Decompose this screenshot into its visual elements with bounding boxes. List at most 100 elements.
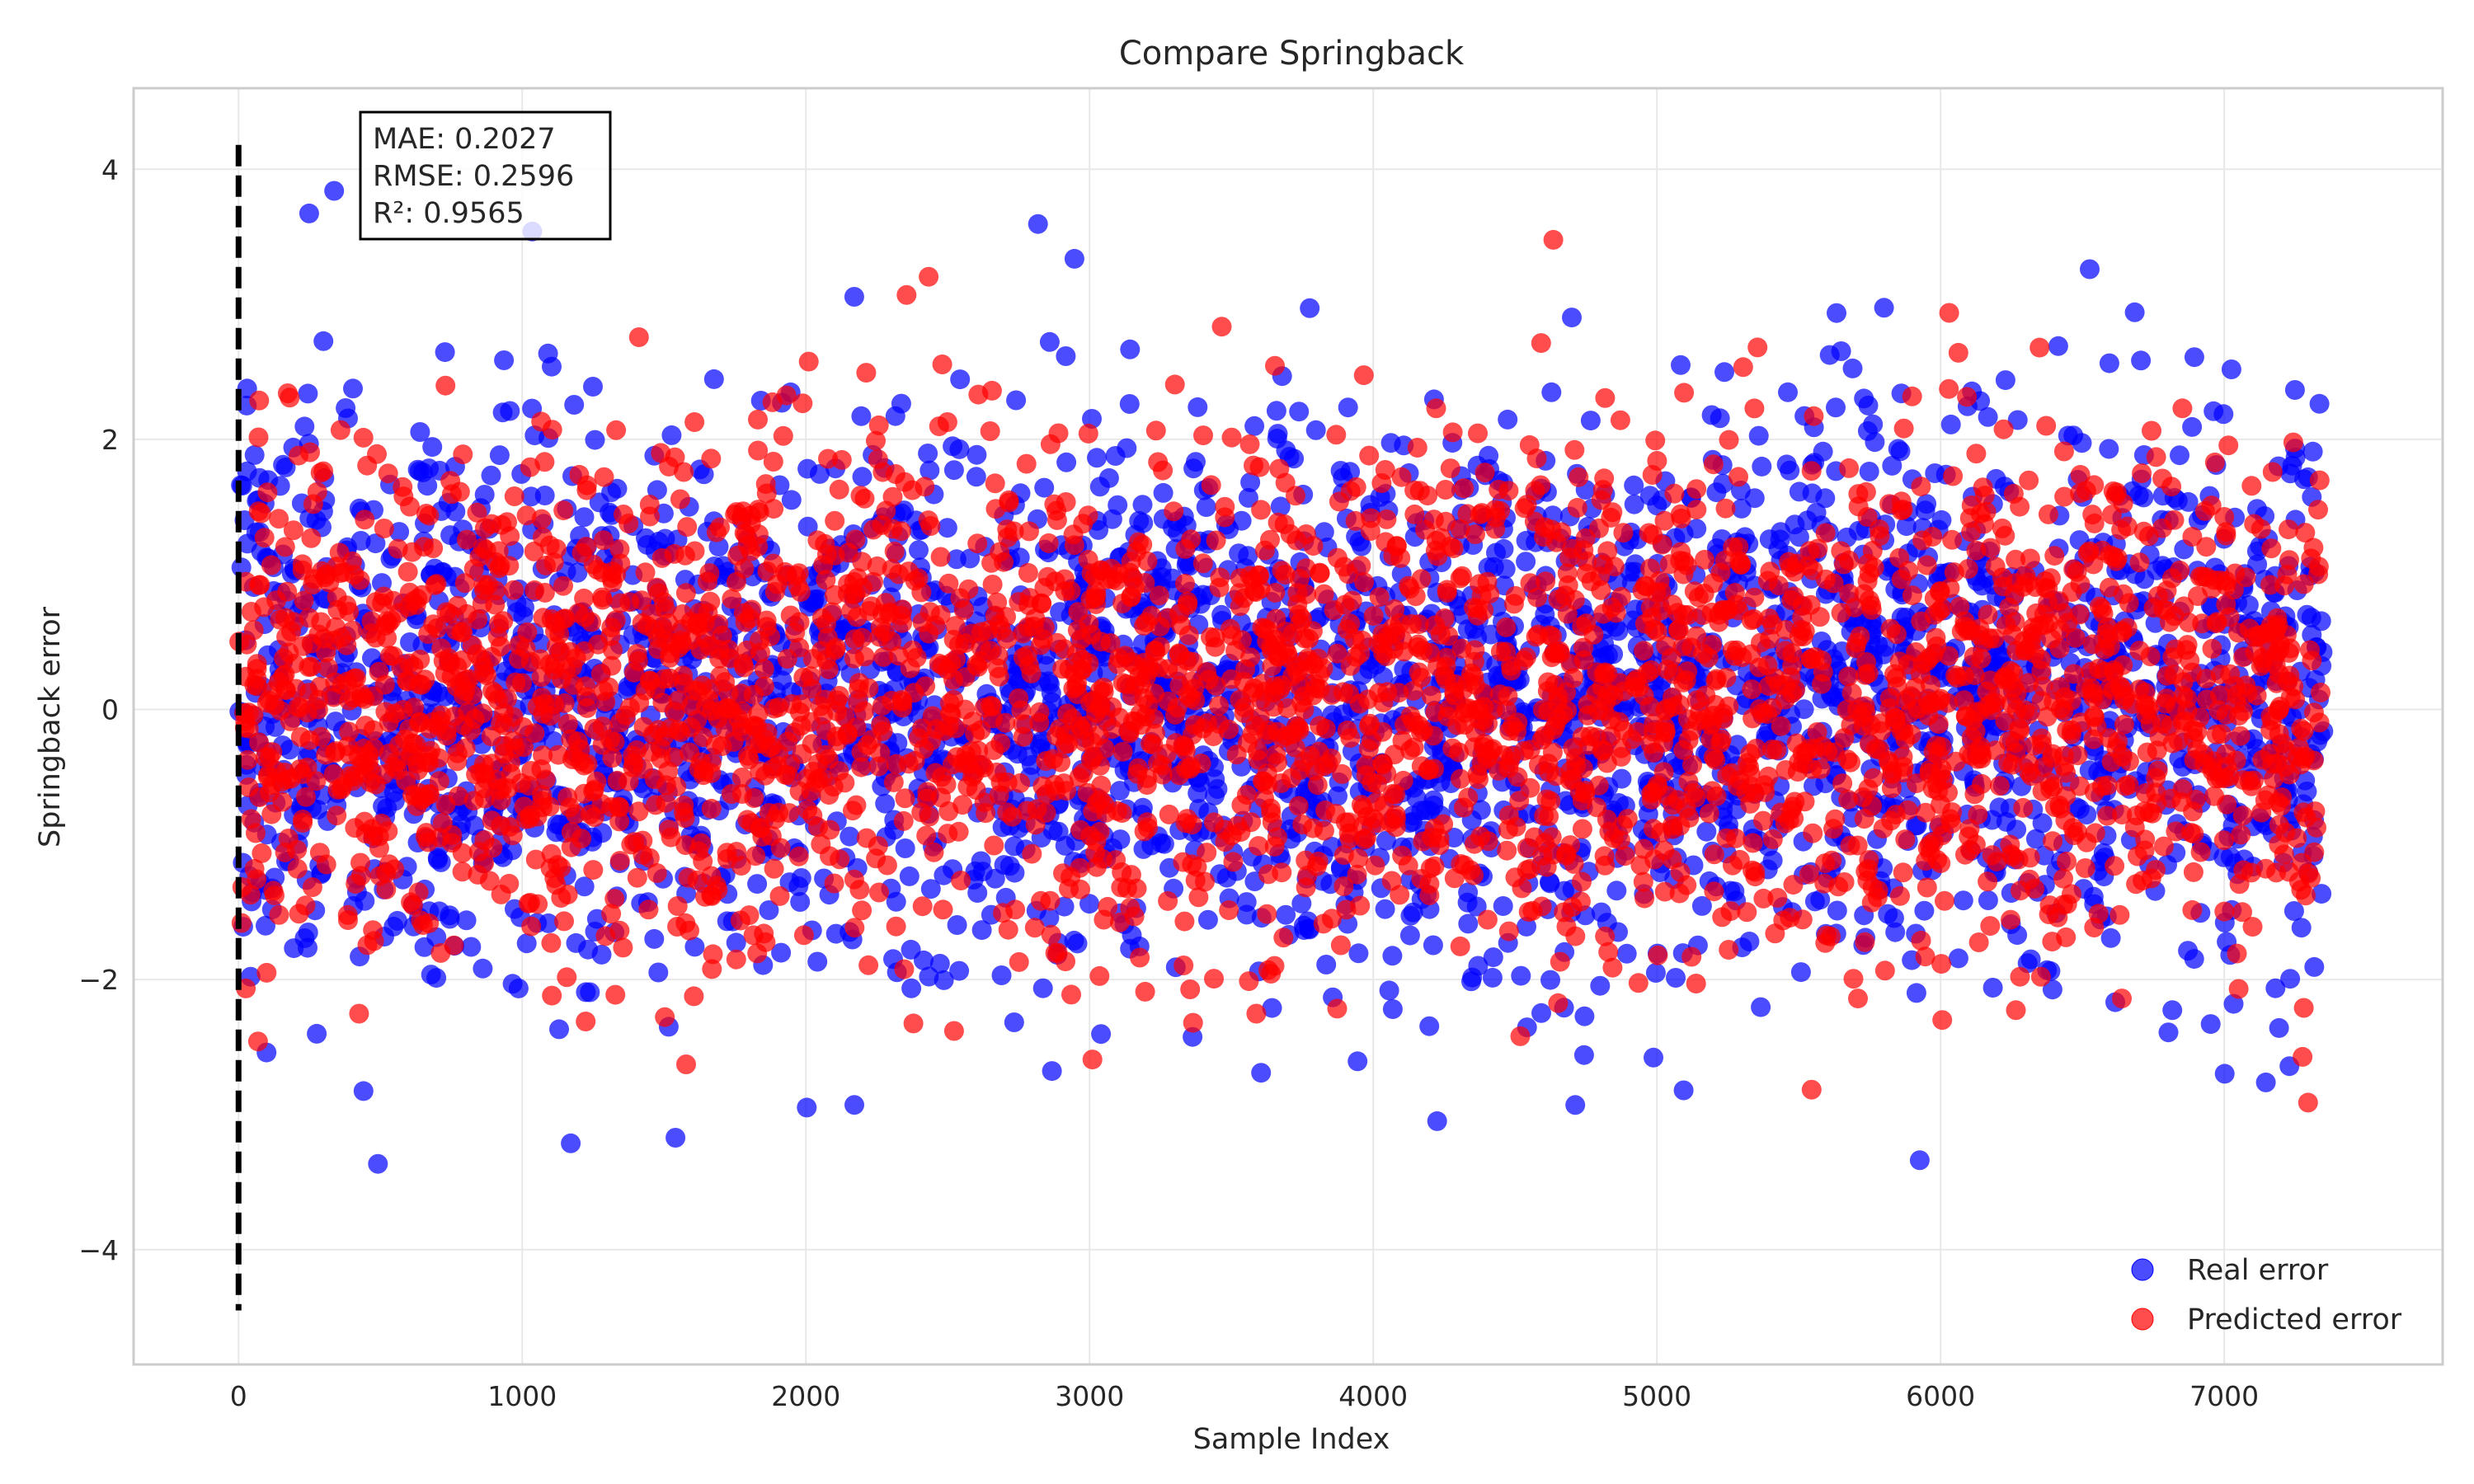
predicted-error-point — [852, 900, 872, 921]
real-error-point — [2083, 886, 2104, 907]
real-error-point — [2170, 445, 2189, 466]
predicted-error-point — [1837, 749, 1858, 770]
predicted-error-point — [818, 659, 839, 679]
real-error-point — [409, 461, 430, 481]
predicted-error-point — [2232, 902, 2252, 923]
real-error-point — [1087, 448, 1107, 468]
predicted-error-point — [269, 509, 289, 529]
predicted-error-point — [1257, 904, 1277, 924]
predicted-error-point — [1365, 855, 1385, 876]
real-error-point — [422, 437, 443, 458]
real-error-point — [1574, 1006, 1595, 1026]
real-error-point — [1616, 943, 1637, 964]
predicted-error-point — [576, 1012, 596, 1031]
real-error-point — [1109, 781, 1130, 801]
real-error-point — [1291, 893, 1312, 913]
predicted-error-point — [2262, 462, 2283, 482]
predicted-error-point — [1704, 881, 1724, 902]
predicted-error-point — [2251, 519, 2271, 539]
predicted-error-point — [2057, 852, 2077, 871]
real-error-point — [2265, 978, 2286, 998]
predicted-error-point — [1061, 984, 1081, 1005]
real-error-point — [1098, 467, 1119, 488]
real-error-point — [1382, 946, 1403, 966]
real-error-point — [1906, 983, 1926, 1003]
predicted-error-point — [1330, 935, 1351, 956]
real-error-point — [947, 915, 967, 935]
real-error-point — [350, 531, 371, 551]
real-error-point — [1216, 867, 1237, 888]
predicted-error-point — [1145, 640, 1165, 660]
predicted-error-point — [1569, 467, 1589, 487]
predicted-error-point — [1363, 606, 1384, 627]
predicted-error-point — [1948, 342, 1968, 363]
real-error-point — [1082, 409, 1102, 429]
real-error-point — [1885, 922, 1906, 942]
real-error-point — [1102, 509, 1122, 529]
real-error-point — [1006, 390, 1027, 411]
predicted-error-point — [2013, 797, 2034, 818]
real-error-point — [1038, 671, 1059, 692]
predicted-error-point — [504, 486, 524, 506]
predicted-error-point — [1219, 900, 1239, 920]
predicted-error-point — [635, 562, 656, 583]
predicted-error-point — [1296, 584, 1317, 604]
real-error-point — [2284, 380, 2305, 400]
real-error-point — [299, 203, 319, 223]
real-error-point — [1978, 890, 1998, 910]
predicted-error-point — [257, 482, 278, 503]
real-error-point — [324, 181, 345, 201]
real-error-point — [1183, 1026, 1203, 1047]
predicted-error-point — [1958, 559, 1978, 579]
predicted-error-point — [1347, 864, 1367, 885]
real-error-point — [298, 383, 318, 404]
predicted-error-point — [1215, 507, 1235, 528]
predicted-error-point — [1449, 742, 1470, 763]
predicted-error-point — [542, 985, 562, 1006]
predicted-error-point — [816, 613, 836, 634]
real-error-point — [473, 958, 493, 979]
real-error-point — [504, 541, 524, 561]
predicted-error-point — [844, 918, 865, 938]
predicted-error-point — [261, 555, 281, 575]
real-error-point — [2213, 404, 2234, 425]
real-error-point — [726, 932, 746, 953]
real-error-point — [920, 879, 941, 899]
predicted-error-point — [1703, 747, 1724, 768]
predicted-error-point — [1078, 423, 1098, 444]
real-error-point — [325, 711, 346, 732]
real-error-point — [797, 516, 818, 537]
predicted-error-point — [1158, 890, 1178, 911]
real-error-point — [967, 444, 987, 465]
predicted-error-point — [628, 327, 649, 347]
real-error-point — [365, 533, 386, 554]
predicted-error-point — [1719, 940, 1739, 960]
real-error-point — [500, 401, 520, 421]
real-error-point — [1806, 502, 1827, 523]
real-error-point — [1776, 454, 1797, 475]
predicted-error-point — [583, 860, 604, 881]
real-error-point — [294, 416, 315, 437]
predicted-error-point — [503, 707, 524, 727]
real-error-point — [901, 978, 922, 998]
real-error-point — [566, 932, 586, 953]
predicted-error-point — [1098, 896, 1118, 917]
predicted-error-point — [2132, 463, 2152, 483]
real-error-point — [1229, 543, 1249, 564]
predicted-error-point — [1013, 726, 1033, 747]
predicted-error-point — [378, 463, 398, 484]
real-error-point — [1056, 452, 1077, 472]
real-error-point — [2100, 928, 2121, 948]
real-error-point — [1330, 461, 1351, 481]
real-error-point — [1531, 1003, 1551, 1023]
predicted-error-point — [1498, 921, 1519, 942]
real-error-point — [1042, 1061, 1062, 1082]
predicted-error-point — [1353, 365, 1374, 386]
real-error-point — [2007, 410, 2028, 430]
real-error-point — [934, 970, 954, 990]
real-error-point — [1842, 358, 1863, 378]
real-error-point — [1710, 408, 1730, 429]
real-error-point — [2032, 813, 2053, 834]
predicted-error-point — [1841, 683, 1862, 703]
predicted-error-point — [2241, 476, 2262, 496]
